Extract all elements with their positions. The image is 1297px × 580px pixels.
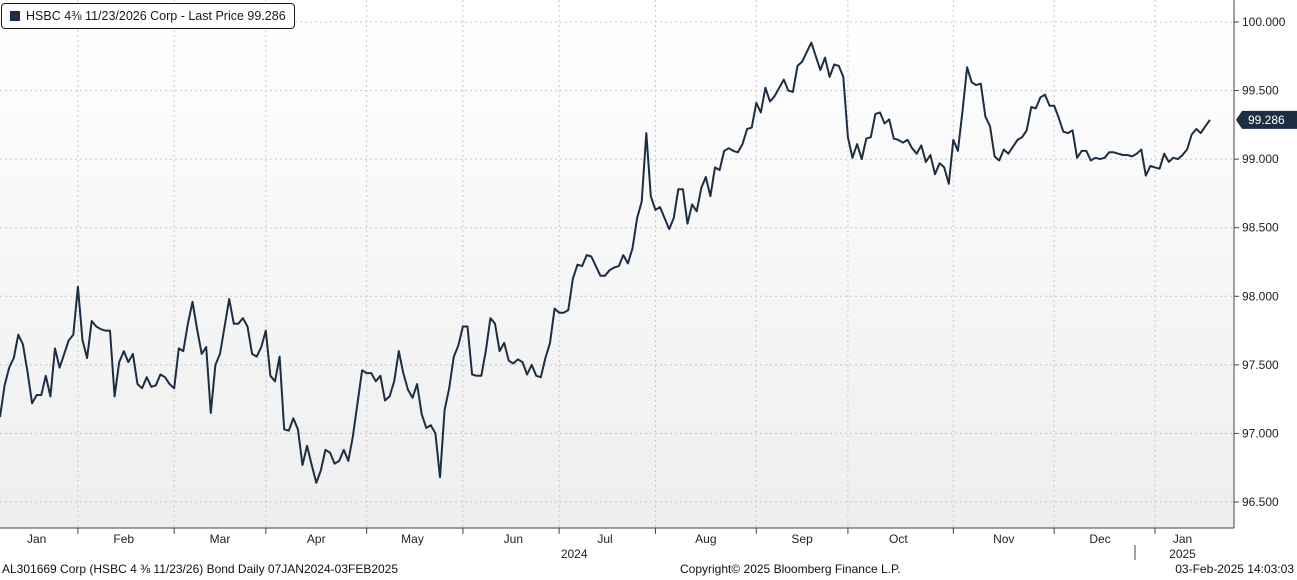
y-tick-label: 98.000	[1242, 289, 1279, 303]
price-line	[0, 41, 1211, 484]
x-tick-label: Jun	[504, 532, 523, 546]
x-tick-label: Oct	[889, 532, 908, 546]
x-tick-label: Dec	[1089, 532, 1110, 546]
y-tick-label: 98.500	[1242, 221, 1279, 235]
y-tick-label: 96.500	[1242, 495, 1279, 509]
y-tick-label: 100.000	[1242, 15, 1286, 29]
x-tick-label: Mar	[210, 532, 231, 546]
last-price-tag	[1236, 110, 1297, 129]
year-label: 2024	[561, 547, 588, 561]
last-price-marker: 99.286	[1236, 110, 1297, 129]
y-tick-label: 97.500	[1242, 358, 1279, 372]
legend-label: HSBC 4⅜ 11/23/2026 Corp - Last Price 99.…	[26, 9, 286, 23]
footer-timestamp: 03-Feb-2025 14:03:03	[1175, 562, 1294, 576]
year-label: 2025	[1169, 547, 1196, 561]
x-tick-label: Jul	[597, 532, 612, 546]
last-price-label: 99.286	[1248, 113, 1285, 127]
x-tick-label: Sep	[791, 532, 813, 546]
legend: HSBC 4⅜ 11/23/2026 Corp - Last Price 99.…	[1, 3, 295, 29]
y-tick-label: 99.000	[1242, 152, 1279, 166]
y-tick-label: 97.000	[1242, 426, 1279, 440]
x-tick-label: Apr	[307, 532, 326, 546]
footer-security-info: AL301669 Corp (HSBC 4 ⅜ 11/23/26) Bond D…	[2, 562, 399, 576]
footer-copyright: Copyright© 2025 Bloomberg Finance L.P.	[680, 562, 901, 576]
x-tick-label: Jan	[1173, 532, 1192, 546]
x-tick-label: Nov	[993, 532, 1014, 546]
x-tick-label: Aug	[695, 532, 716, 546]
y-tick-label: 99.500	[1242, 84, 1279, 98]
series	[0, 41, 1211, 484]
x-tick-label: Feb	[113, 532, 134, 546]
x-tick-label: Jan	[27, 532, 46, 546]
plot-area	[0, 0, 1234, 528]
labels: 99.286	[1236, 110, 1297, 129]
legend-swatch	[10, 11, 20, 21]
grid	[0, 0, 1234, 528]
axes: 96.500 97.000 97.500 98.000 98.500 99.000 99.5…	[0, 0, 1286, 561]
x-tick-label: May	[401, 532, 424, 546]
